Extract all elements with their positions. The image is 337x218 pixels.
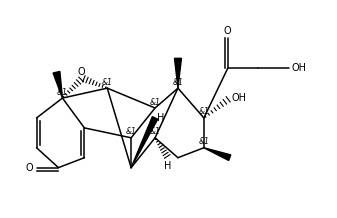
Text: O: O: [78, 67, 85, 77]
Text: &1: &1: [150, 127, 160, 136]
Text: H: H: [157, 113, 164, 123]
Text: &1: &1: [198, 137, 209, 146]
Text: &1: &1: [102, 78, 113, 87]
Text: &1: &1: [173, 78, 183, 87]
Text: OH: OH: [232, 93, 247, 103]
Text: &1: &1: [57, 88, 68, 97]
Polygon shape: [204, 148, 231, 160]
Text: O: O: [224, 26, 232, 36]
Polygon shape: [131, 117, 158, 168]
Text: OH: OH: [292, 63, 306, 73]
Text: &1: &1: [126, 127, 136, 136]
Text: &1: &1: [198, 107, 209, 116]
Text: &1: &1: [150, 97, 160, 107]
Text: H: H: [164, 161, 172, 171]
Polygon shape: [53, 72, 62, 98]
Polygon shape: [175, 58, 181, 88]
Text: O: O: [26, 163, 34, 173]
